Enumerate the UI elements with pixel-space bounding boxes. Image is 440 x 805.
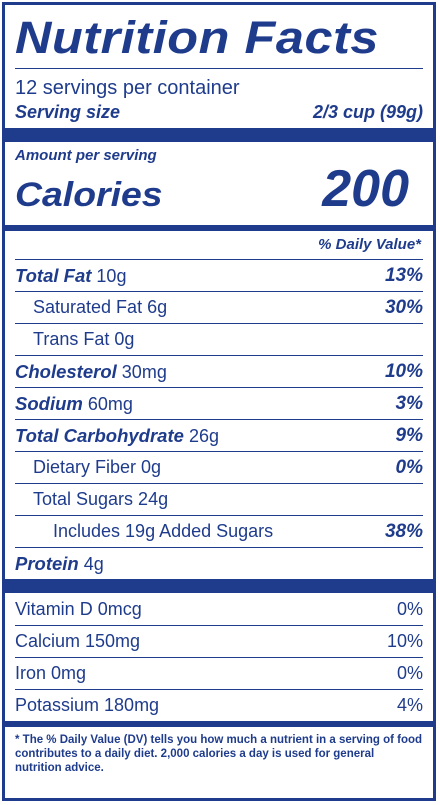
nutrient-row-total-fat: Total Fat 10g 13% [15, 259, 423, 291]
footnote: * The % Daily Value (DV) tells you how m… [15, 734, 423, 774]
nutrient-name: Cholesterol [15, 360, 117, 382]
nutrient-amount: 10g [96, 265, 127, 286]
nutrient-name: Sodium [15, 392, 83, 414]
medium-divider [5, 225, 433, 231]
nutrient-row-added-sugars: Includes 19g Added Sugars 38% [15, 515, 423, 547]
label-title: Nutrition Facts [15, 12, 380, 63]
nutrient-dv: 38% [384, 520, 423, 542]
amount-per-serving: Amount per serving [15, 147, 157, 164]
vitamin-name: Iron 0mg [15, 663, 87, 683]
nutrient-amount: 4g [83, 553, 104, 574]
divider [15, 68, 423, 69]
thick-divider [5, 128, 433, 142]
nutrient-row-dietary-fiber: Dietary Fiber 0g 0% [15, 451, 423, 483]
vitamin-row-iron: Iron 0mg 0% [15, 657, 423, 689]
daily-value-header: % Daily Value* [318, 236, 421, 253]
nutrient-name: Saturated Fat 6g [33, 297, 168, 317]
calories-row: Calories 200 [15, 160, 423, 218]
nutrient-row-trans-fat: Trans Fat 0g [15, 323, 423, 355]
calories-label: Calories [15, 176, 163, 214]
vitamin-row-vitamin-d: Vitamin D 0mcg 0% [15, 593, 423, 625]
nutrient-row-protein: Protein 4g [15, 547, 423, 579]
serving-size-row: Serving size 2/3 cup (99g) [15, 100, 423, 128]
vitamin-name: Calcium 150mg [15, 631, 141, 651]
nutrient-row-saturated-fat: Saturated Fat 6g 30% [15, 291, 423, 323]
vitamin-name: Vitamin D 0mcg [15, 598, 142, 619]
vitamins-section: Vitamin D 0mcg 0% Calcium 150mg 10% Iron… [15, 593, 423, 721]
nutrient-name: Dietary Fiber 0g [33, 457, 162, 477]
nutrient-row-total-carbohydrate: Total Carbohydrate 26g 9% [15, 419, 423, 451]
nutrient-amount: 60mg [87, 393, 133, 414]
nutrient-amount: 26g [188, 425, 219, 446]
nutrient-name: Total Sugars 24g [33, 489, 169, 509]
nutrient-name: Total Fat [15, 264, 92, 286]
nutrient-name: Includes 19g Added Sugars [53, 521, 274, 541]
nutrient-row-sodium: Sodium 60mg 3% [15, 387, 423, 419]
nutrient-name: Total Carbohydrate [15, 424, 184, 446]
nutrient-dv: 3% [395, 392, 423, 414]
calories-value: 200 [322, 160, 409, 218]
vitamin-dv: 4% [396, 695, 423, 715]
serving-size-label: Serving size [15, 102, 121, 122]
vitamin-row-calcium: Calcium 150mg 10% [15, 625, 423, 657]
vitamin-dv: 0% [396, 663, 423, 683]
thick-divider [5, 579, 433, 593]
nutrient-row-cholesterol: Cholesterol 30mg 10% [15, 355, 423, 387]
vitamin-dv: 10% [386, 631, 423, 651]
medium-divider [5, 721, 433, 727]
nutrient-amount: 30mg [121, 361, 167, 382]
nutrient-name: Protein [15, 552, 79, 574]
nutrient-dv: 13% [384, 264, 423, 286]
nutrition-facts-panel: Nutrition Facts 12 servings per containe… [2, 2, 436, 801]
vitamin-name: Potassium 180mg [15, 695, 160, 715]
nutrient-dv: 30% [384, 296, 423, 318]
nutrient-dv: 10% [384, 360, 423, 382]
nutrient-name: Trans Fat 0g [33, 329, 135, 349]
vitamin-row-potassium: Potassium 180mg 4% [15, 689, 423, 721]
serving-size-value: 2/3 cup (99g) [312, 102, 423, 122]
servings-per-container: 12 servings per container [15, 77, 240, 99]
vitamin-dv: 0% [396, 598, 423, 619]
nutrient-dv: 9% [395, 424, 423, 446]
nutrient-row-total-sugars: Total Sugars 24g [15, 483, 423, 515]
nutrient-dv: 0% [395, 456, 423, 478]
